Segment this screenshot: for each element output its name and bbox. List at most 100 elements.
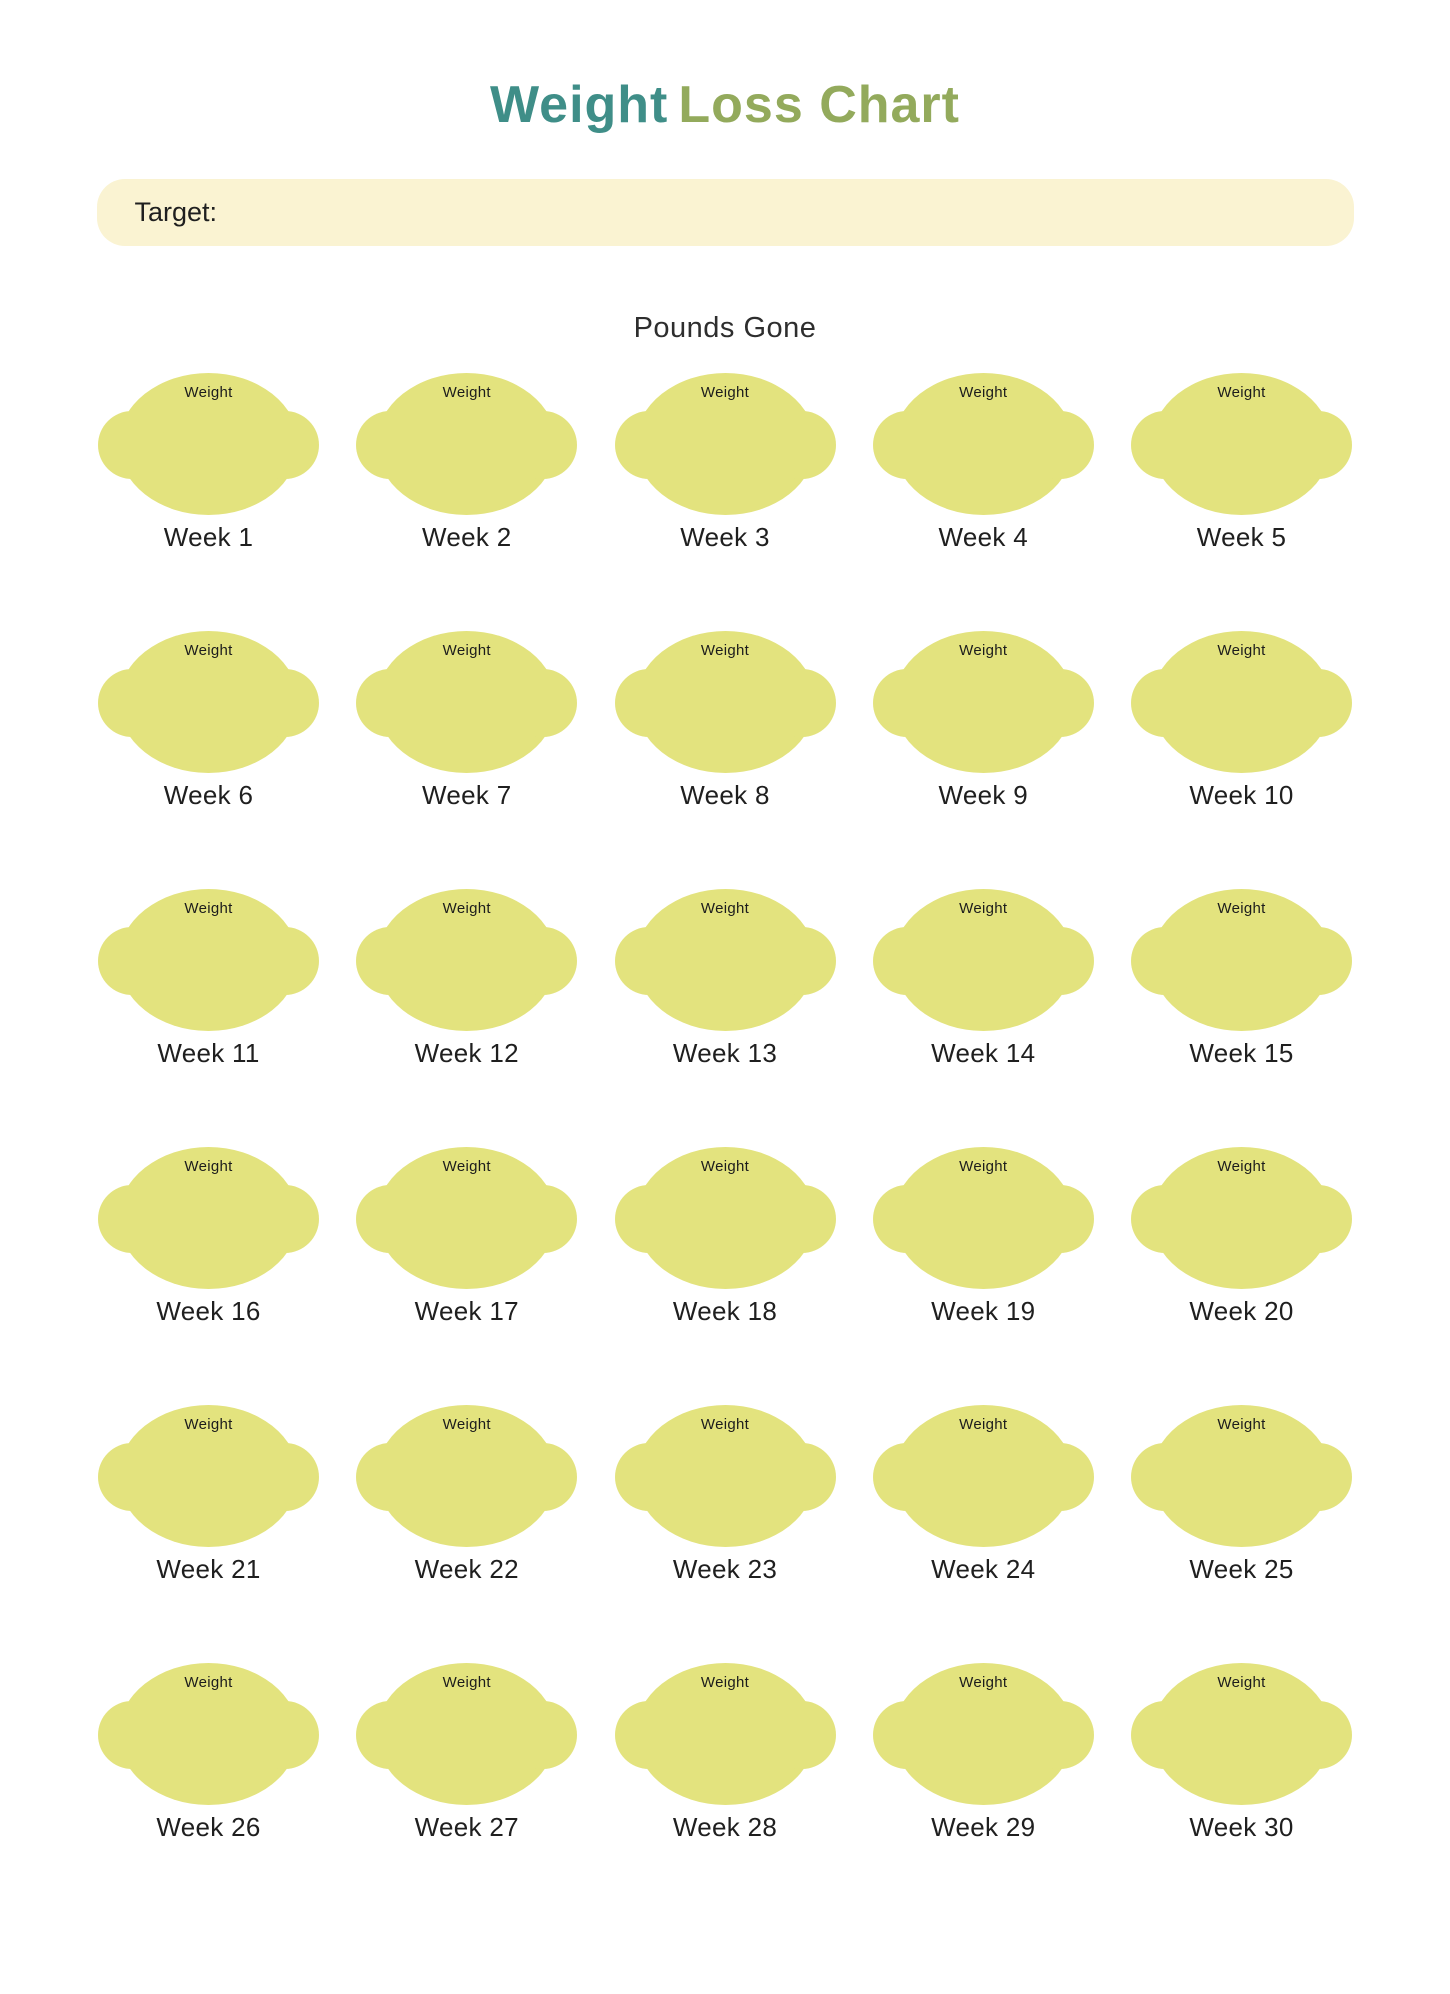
lemon-badge-label: Weight	[700, 900, 750, 917]
weight-entry-lemon[interactable]: Weight	[1129, 1405, 1354, 1547]
week-cell: Weight Week 1	[96, 373, 321, 552]
week-cell: Weight Week 9	[871, 631, 1096, 810]
lemon-badge-label: Weight	[959, 642, 1008, 659]
lemon-badge-label: Weight	[184, 642, 233, 659]
target-label: Target:	[134, 197, 218, 227]
weight-entry-lemon[interactable]: Weight	[354, 889, 579, 1031]
weight-entry-lemon[interactable]: Weight	[871, 631, 1096, 773]
week-label: Week 26	[156, 1812, 261, 1842]
week-label: Week 5	[1196, 522, 1287, 552]
weight-entry-lemon[interactable]: Weight	[613, 631, 838, 773]
lemon-badge-label: Weight	[1217, 1416, 1266, 1433]
weight-entry-lemon[interactable]: Weight	[613, 889, 838, 1031]
weight-entry-lemon[interactable]: Weight	[96, 1147, 321, 1289]
weight-entry-lemon[interactable]: Weight	[871, 889, 1096, 1031]
lemon-badge-label: Weight	[700, 384, 750, 401]
lemon-badge-label: Weight	[184, 1158, 233, 1175]
lemon-icon	[614, 631, 836, 773]
week-label: Week 1	[163, 522, 254, 552]
week-label: Week 22	[414, 1554, 519, 1584]
lemon-icon	[614, 889, 836, 1031]
week-cell: Weight Week 20	[1129, 1147, 1354, 1326]
lemon-icon	[614, 1663, 836, 1805]
week-label: Week 12	[414, 1038, 519, 1068]
week-label: Week 30	[1189, 1812, 1294, 1842]
week-cell: Weight Week 23	[613, 1405, 838, 1584]
weight-entry-lemon[interactable]: Weight	[96, 1405, 321, 1547]
weight-entry-lemon[interactable]: Weight	[1129, 631, 1354, 773]
week-cell: Weight Week 6	[96, 631, 321, 810]
lemon-badge-label: Weight	[442, 1674, 491, 1691]
page-title-part-2: Loss Chart	[678, 76, 960, 134]
lemon-badge-label: Weight	[184, 1674, 233, 1691]
weight-entry-lemon[interactable]: Weight	[96, 631, 321, 773]
week-cell: Weight Week 4	[871, 373, 1096, 552]
week-cell: Weight Week 10	[1129, 631, 1354, 810]
weight-entry-lemon[interactable]: Weight	[1129, 889, 1354, 1031]
weight-entry-lemon[interactable]: Weight	[354, 1663, 579, 1805]
week-label: Week 9	[938, 780, 1028, 810]
weight-entry-lemon[interactable]: Weight	[871, 373, 1096, 515]
weight-entry-lemon[interactable]: Weight	[1129, 373, 1354, 515]
week-cell: Weight Week 29	[871, 1663, 1096, 1842]
lemon-icon	[356, 373, 578, 515]
target-bar: Target:	[96, 179, 1354, 246]
lemon-icon	[98, 631, 319, 773]
lemon-icon	[872, 1405, 1094, 1547]
lemon-icon	[1131, 1147, 1352, 1289]
lemon-icon	[356, 889, 578, 1031]
weight-entry-lemon[interactable]: Weight	[871, 1663, 1096, 1805]
week-label: Week 4	[938, 522, 1028, 552]
lemon-badge-label: Weight	[1217, 1674, 1266, 1691]
week-label: Week 10	[1189, 780, 1294, 810]
lemon-icon	[872, 631, 1094, 773]
weight-entry-lemon[interactable]: Weight	[613, 1663, 838, 1805]
week-cell: Weight Week 3	[613, 373, 838, 552]
week-cell: Weight Week 17	[354, 1147, 579, 1326]
week-cell: Weight Week 27	[354, 1663, 579, 1842]
weight-entry-lemon[interactable]: Weight	[1129, 1663, 1354, 1805]
week-cell: Weight Week 22	[354, 1405, 579, 1584]
lemon-badge-label: Weight	[959, 384, 1008, 401]
lemon-icon	[98, 889, 319, 1031]
week-label: Week 18	[672, 1296, 778, 1326]
week-label: Week 25	[1189, 1554, 1294, 1584]
weight-entry-lemon[interactable]: Weight	[354, 1405, 579, 1547]
week-label: Week 8	[680, 780, 770, 810]
lemon-icon	[1131, 1663, 1352, 1805]
target-input[interactable]	[231, 196, 1334, 229]
weight-entry-lemon[interactable]: Weight	[613, 1405, 838, 1547]
weight-entry-lemon[interactable]: Weight	[354, 373, 579, 515]
lemon-icon	[98, 373, 319, 515]
weight-entry-lemon[interactable]: Weight	[354, 631, 579, 773]
lemon-badge-label: Weight	[184, 900, 233, 917]
weight-entry-lemon[interactable]: Weight	[1129, 1147, 1354, 1289]
weight-entry-lemon[interactable]: Weight	[354, 1147, 579, 1289]
week-label: Week 14	[931, 1038, 1036, 1068]
lemon-icon	[872, 373, 1094, 515]
week-cell: Weight Week 26	[96, 1663, 321, 1842]
week-cell: Weight Week 16	[96, 1147, 321, 1326]
lemon-badge-label: Weight	[442, 384, 491, 401]
week-label: Week 11	[157, 1038, 260, 1068]
weight-entry-lemon[interactable]: Weight	[613, 373, 838, 515]
lemon-badge-label: Weight	[700, 1416, 750, 1433]
lemon-icon	[356, 1147, 578, 1289]
week-label: Week 19	[931, 1296, 1036, 1326]
weight-entry-lemon[interactable]: Weight	[613, 1147, 838, 1289]
weight-entry-lemon[interactable]: Weight	[871, 1405, 1096, 1547]
lemon-icon	[356, 1663, 578, 1805]
lemon-badge-label: Weight	[1217, 384, 1266, 401]
weight-entry-lemon[interactable]: Weight	[96, 889, 321, 1031]
lemon-badge-label: Weight	[959, 1674, 1008, 1691]
lemon-icon	[614, 1405, 836, 1547]
week-cell: Weight Week 15	[1129, 889, 1354, 1068]
lemon-badge-label: Weight	[442, 642, 491, 659]
weight-entry-lemon[interactable]: Weight	[96, 1663, 321, 1805]
week-cell: Weight Week 12	[354, 889, 579, 1068]
weight-entry-lemon[interactable]: Weight	[871, 1147, 1096, 1289]
lemon-icon	[614, 373, 836, 515]
weight-entry-lemon[interactable]: Weight	[96, 373, 321, 515]
lemon-badge-label: Weight	[184, 384, 233, 401]
lemon-badge-label: Weight	[700, 1158, 750, 1175]
